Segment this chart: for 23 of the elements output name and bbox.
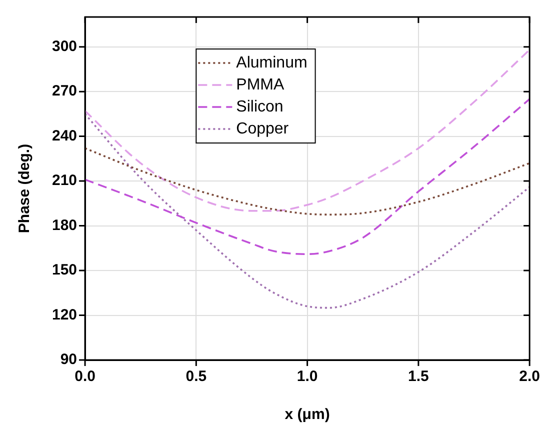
y-tick-label: 120 [52,306,78,324]
y-tick-label: 210 [52,172,78,190]
y-axis-title: Phase (deg.) [16,144,34,234]
y-tick-label: 90 [60,351,78,368]
line-series [85,98,530,256]
line-series [85,113,530,309]
y-tick-label: 270 [52,82,78,100]
line-series [85,147,530,216]
y-tick-label: 180 [52,216,78,234]
x-tick-label: 2.0 [519,368,540,386]
legend-label: Copper [236,120,290,138]
x-axis-title: x (μm) [284,406,330,424]
x-tick-label: 0.5 [186,368,207,386]
x-tick-label: 1.0 [296,368,318,386]
x-tick-label: 0.0 [74,368,96,386]
legend-label: PMMA [236,76,284,94]
y-tick-label: 300 [52,38,78,55]
y-tick-label: 150 [52,262,78,279]
legend-label: Silicon [236,98,284,116]
legend-label: Aluminum [236,54,308,72]
y-tick-label: 240 [52,127,78,144]
x-tick-label: 1.5 [408,368,429,386]
line-series [85,48,530,212]
